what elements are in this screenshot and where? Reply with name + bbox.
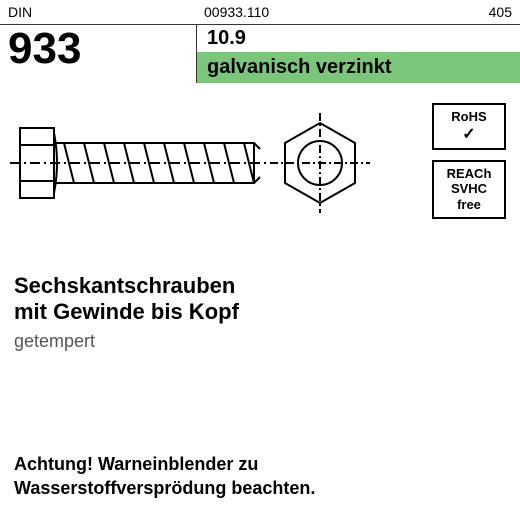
rohs-label: RoHS xyxy=(451,109,486,124)
header-row: DIN 00933.110 405 xyxy=(0,0,520,25)
warn-line2: Wasserstoffversprödung beachten. xyxy=(14,477,315,500)
reach-badge: REACh SVHC free xyxy=(432,160,506,219)
hex-bolt-icon xyxy=(10,103,370,253)
product-spec-card: DIN 00933.110 405 933 10.9 galvanisch ve… xyxy=(0,0,520,520)
header-code: 00933.110 xyxy=(196,0,444,24)
din-number: 933 xyxy=(0,25,196,83)
compliance-badges: RoHS ✓ REACh SVHC free xyxy=(432,103,506,219)
check-icon: ✓ xyxy=(436,125,502,144)
rohs-badge: RoHS ✓ xyxy=(432,103,506,150)
surface-finish: galvanisch verzinkt xyxy=(197,52,520,83)
description-block: Sechskantschrauben mit Gewinde bis Kopf … xyxy=(0,273,520,352)
desc-line2: mit Gewinde bis Kopf xyxy=(14,299,506,325)
spec-row: 933 10.9 galvanisch verzinkt xyxy=(0,25,520,83)
desc-line3: getempert xyxy=(14,331,506,352)
reach-line2: SVHC xyxy=(451,181,487,196)
reach-line3: free xyxy=(457,197,481,212)
warn-line1: Achtung! Warneinblender zu xyxy=(14,453,315,476)
graphic-area: RoHS ✓ REACh SVHC free xyxy=(0,83,520,273)
strength-grade: 10.9 xyxy=(197,25,520,52)
desc-line1: Sechskantschrauben xyxy=(14,273,506,299)
spec-right: 10.9 galvanisch verzinkt xyxy=(196,25,520,83)
header-ref: 405 xyxy=(444,0,520,24)
warning-block: Achtung! Warneinblender zu Wasserstoffve… xyxy=(14,453,315,500)
reach-line1: REACh xyxy=(447,166,492,181)
header-standard: DIN xyxy=(0,0,196,24)
